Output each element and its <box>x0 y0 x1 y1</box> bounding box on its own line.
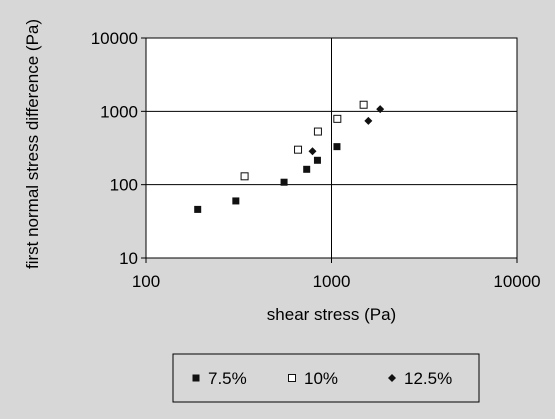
data-point-filled-square <box>280 178 288 186</box>
data-point-open-square <box>240 172 249 181</box>
y-axis-title: first normal stress difference (Pa) <box>23 19 42 269</box>
y-tick-label: 10 <box>119 249 138 268</box>
legend-label: 10% <box>304 369 338 388</box>
data-point-filled-diamond <box>364 116 373 125</box>
data-point-open-square <box>313 127 322 136</box>
data-point-filled-diamond <box>376 105 385 114</box>
y-tick-label: 100 <box>110 176 138 195</box>
legend-label: 12.5% <box>404 369 452 388</box>
data-point-filled-square <box>313 156 321 164</box>
data-point-filled-square <box>333 143 341 151</box>
data-point-filled-diamond <box>308 147 317 156</box>
data-point-filled-square <box>232 197 240 205</box>
x-tick-label: 100 <box>132 272 160 291</box>
x-tick-label: 10000 <box>493 272 540 291</box>
legend-marker <box>192 374 200 382</box>
data-point-open-square <box>333 114 342 123</box>
x-tick-label: 1000 <box>313 272 351 291</box>
legend-marker <box>288 374 296 382</box>
legend-marker <box>388 374 396 382</box>
data-point-filled-square <box>194 205 202 213</box>
legend-box <box>172 353 480 403</box>
y-tick-label: 10000 <box>91 29 138 48</box>
y-tick-label: 1000 <box>100 102 138 121</box>
x-axis-title: shear stress (Pa) <box>267 305 396 324</box>
data-point-open-square <box>359 100 368 109</box>
data-point-filled-square <box>303 165 311 173</box>
legend-label: 7.5% <box>208 369 247 388</box>
data-point-open-square <box>294 145 303 154</box>
